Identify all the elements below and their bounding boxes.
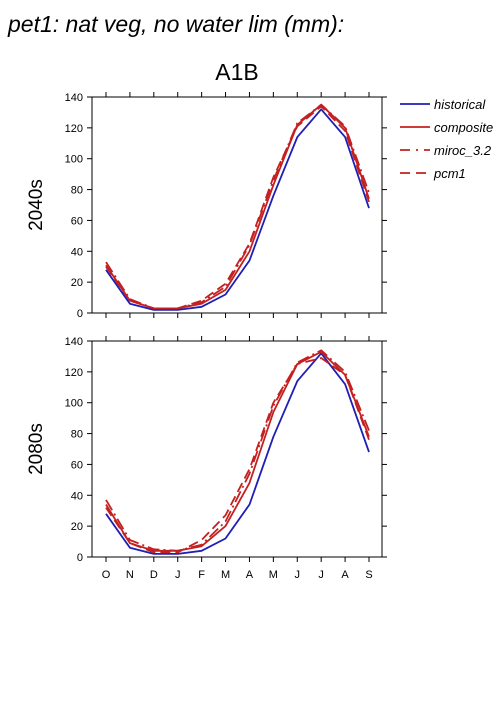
- y-tick-label: 80: [71, 429, 83, 441]
- y-tick-label: 120: [65, 123, 83, 135]
- y-tick-label: 140: [65, 92, 83, 104]
- x-tick-label: J: [318, 569, 324, 581]
- y-tick-label: 20: [71, 521, 83, 533]
- y-tick-label: 140: [65, 336, 83, 348]
- y-tick-label: 100: [65, 154, 83, 166]
- plot-frame: [91, 340, 383, 558]
- plot-frame: [91, 96, 383, 314]
- legend: historical composite miroc_3.2 pcm1: [400, 97, 493, 181]
- series-line-pcm1: [105, 357, 370, 554]
- x-tick-label: O: [102, 569, 111, 581]
- x-tick-label: J: [295, 569, 301, 581]
- y-tick-label: 40: [71, 246, 83, 258]
- x-tick-label: A: [341, 569, 349, 581]
- scenario-title: A1B: [215, 59, 258, 85]
- panel-2080s: 0 20 40 60 80 100 120 140 O N D J F M A M J J A S 2080s: [26, 336, 387, 581]
- x-tick-label: F: [198, 569, 205, 581]
- legend-label: historical: [434, 97, 486, 112]
- x-tick-label: J: [175, 569, 181, 581]
- y-tick-label: 0: [77, 308, 83, 320]
- y-tick-label: 80: [71, 185, 83, 197]
- row-label: 2080s: [26, 423, 47, 475]
- x-tick-label: N: [126, 569, 134, 581]
- y-tick-label: 60: [71, 459, 83, 471]
- page-title: pet1: nat veg, no water lim (mm):: [7, 11, 344, 37]
- x-tick-label: A: [246, 569, 254, 581]
- series-line-composite: [105, 103, 370, 310]
- y-tick-label: 0: [77, 552, 83, 564]
- legend-label: composite: [434, 120, 493, 135]
- x-tick-label: S: [365, 569, 372, 581]
- legend-label: pcm1: [433, 166, 466, 181]
- series-line-historical: [105, 108, 370, 311]
- series-line-historical: [105, 352, 370, 555]
- x-tick-label: M: [221, 569, 230, 581]
- y-tick-label: 120: [65, 367, 83, 379]
- x-tick-label: D: [150, 569, 158, 581]
- panel-2040s: 0 20 40 60 80 100 120 140 2040s: [26, 92, 387, 320]
- y-tick-label: 20: [71, 277, 83, 289]
- y-tick-label: 100: [65, 398, 83, 410]
- y-tick-label: 60: [71, 215, 83, 227]
- series-line-composite: [105, 350, 370, 552]
- x-tick-label: M: [269, 569, 278, 581]
- legend-label: miroc_3.2: [434, 143, 492, 158]
- series-line-miroc-3-2: [105, 349, 370, 552]
- y-tick-label: 40: [71, 490, 83, 502]
- row-label: 2040s: [26, 179, 47, 231]
